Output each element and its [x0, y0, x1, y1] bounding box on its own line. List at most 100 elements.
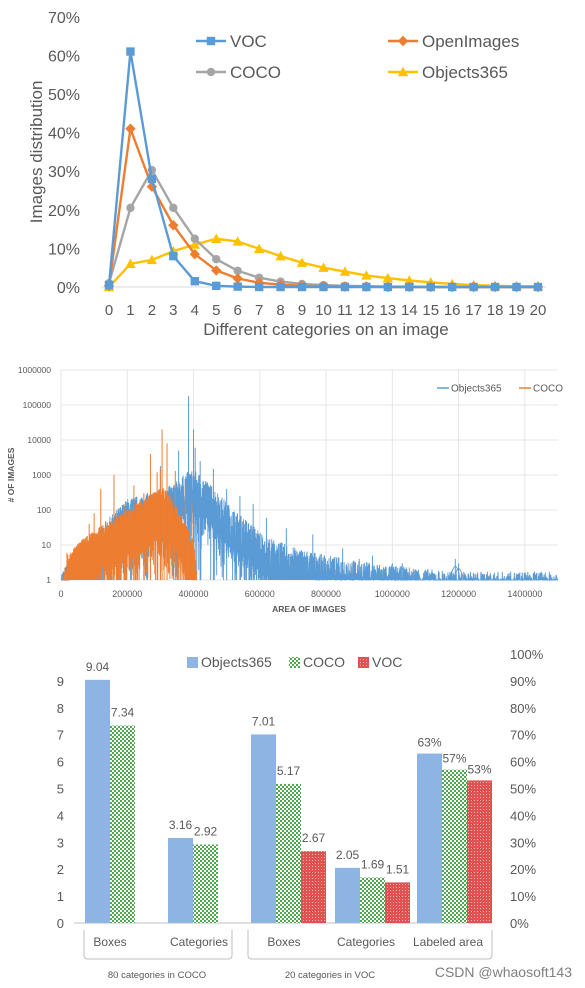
legend-marker: [397, 35, 409, 47]
bar-coco: [110, 725, 135, 923]
legend-label: OpenImages: [422, 32, 519, 51]
legend-label: Objects365: [201, 654, 272, 670]
right-y-tick-label: 20%: [510, 862, 536, 877]
bar-objects365: [85, 679, 110, 923]
watermark: CSDN @whaosoft143: [435, 964, 572, 980]
point-voc: [233, 282, 242, 291]
y-tick-label: 30%: [48, 164, 80, 181]
x-tick-label: 0: [105, 302, 113, 319]
legend-item-coco: COCO: [196, 63, 281, 82]
y-tick-label: 1000000: [18, 365, 51, 375]
legend-item-voc: VOC: [196, 32, 267, 51]
point-voc: [405, 282, 414, 292]
point-voc: [362, 282, 371, 292]
x-tick-label: 17: [465, 302, 482, 319]
right-y-tick-label: 30%: [510, 835, 536, 850]
right-y-tick-label: 60%: [510, 755, 536, 770]
left-y-tick-label: 4: [57, 808, 64, 823]
data-label: 2.67: [302, 831, 326, 845]
x-tick-label: 10: [315, 302, 332, 319]
legend-label: Objects365: [422, 63, 508, 82]
point-objects365: [211, 233, 222, 243]
point-objects365: [318, 262, 329, 272]
bump: [396, 568, 408, 581]
y-tick-label: 40%: [48, 126, 80, 143]
point-voc: [104, 280, 114, 290]
point-voc: [448, 282, 457, 292]
data-label: 1.69: [361, 858, 385, 872]
y-tick-label: 70%: [48, 10, 80, 27]
point-voc: [147, 174, 157, 184]
trace-series-coco: [62, 487, 197, 582]
bar-coco: [442, 769, 467, 923]
bump: [386, 568, 398, 581]
group-label: 80 categories in COCO: [108, 970, 206, 981]
x-tick-label: 9: [298, 302, 306, 319]
y-tick-label: 100: [37, 505, 51, 515]
left-y-tick-label: 9: [57, 674, 64, 689]
bump: [453, 568, 465, 581]
point-coco: [190, 234, 199, 243]
x-tick-label: 6: [234, 302, 242, 319]
point-voc: [276, 282, 285, 292]
x-tick-label: 7: [255, 302, 263, 319]
legend-label: VOC: [372, 654, 402, 670]
data-label: 53%: [467, 762, 491, 776]
bar-objects365: [251, 734, 276, 923]
x-tick-label: 600000: [245, 589, 275, 599]
point-voc: [426, 282, 435, 292]
data-label: 7.01: [252, 714, 276, 728]
legend-item-openimages: OpenImages: [388, 32, 519, 51]
x-tick-label: 400000: [179, 589, 209, 599]
line-voc: [107, 50, 538, 289]
point-voc: [297, 282, 307, 292]
x-tick-label: 14: [401, 302, 418, 319]
left-y-tick-label: 1: [57, 889, 64, 904]
data-label: 3.16: [169, 818, 193, 832]
y-tick-label: 10000: [27, 435, 51, 445]
left-y-tick-label: 2: [57, 862, 64, 877]
y-tick-label: 60%: [48, 48, 80, 65]
x-tick-label: 20: [530, 302, 547, 319]
x-tick-label: 800000: [311, 589, 341, 599]
bar-voc: [301, 851, 326, 923]
y-tick-label: 10%: [48, 241, 80, 258]
x-tick-label: 8: [276, 302, 284, 319]
point-objects365: [382, 272, 394, 283]
bar-objects365: [417, 753, 442, 923]
dataset-comparison-bar-chart: 01234567890%10%20%30%40%50%60%70%80%90%1…: [57, 647, 572, 981]
point-openimages: [168, 220, 179, 231]
x-tick-label: 1400000: [507, 589, 542, 599]
point-objects365: [296, 257, 308, 267]
y-tick-label: 20%: [48, 203, 80, 220]
point-openimages: [211, 265, 222, 276]
left-y-tick-label: 3: [57, 835, 64, 850]
bar-coco: [193, 844, 218, 923]
x-tick-label: 11: [337, 302, 353, 319]
legend-swatch: [289, 657, 300, 668]
point-voc: [190, 277, 199, 286]
left-y-tick-label: 6: [57, 755, 64, 770]
legend-label: COCO: [303, 654, 345, 670]
x-tick-label: 4: [191, 302, 199, 319]
legend-item-objects365: Objects365: [437, 384, 502, 395]
legend-marker: [206, 36, 216, 46]
left-y-tick-label: 8: [57, 701, 64, 716]
bar-objects365: [168, 837, 193, 923]
y-tick-label: 0%: [57, 280, 80, 297]
legend-item-objects365: Objects365: [388, 63, 508, 82]
point-voc: [340, 282, 350, 292]
x-tick-label: 13: [380, 302, 397, 319]
data-label: 5.17: [277, 764, 301, 778]
right-y-tick-label: 50%: [510, 782, 536, 797]
right-y-tick-label: 40%: [510, 808, 536, 823]
legend-item-coco: COCO: [519, 384, 563, 395]
x-axis-label: AREA OF IMAGES: [272, 604, 346, 614]
point-objects365: [404, 275, 415, 285]
data-label: 63%: [417, 736, 441, 750]
point-voc: [383, 282, 393, 292]
left-y-tick-label: 0: [57, 916, 64, 931]
point-voc: [490, 282, 500, 292]
point-openimages: [125, 123, 136, 134]
point-voc: [469, 282, 478, 292]
